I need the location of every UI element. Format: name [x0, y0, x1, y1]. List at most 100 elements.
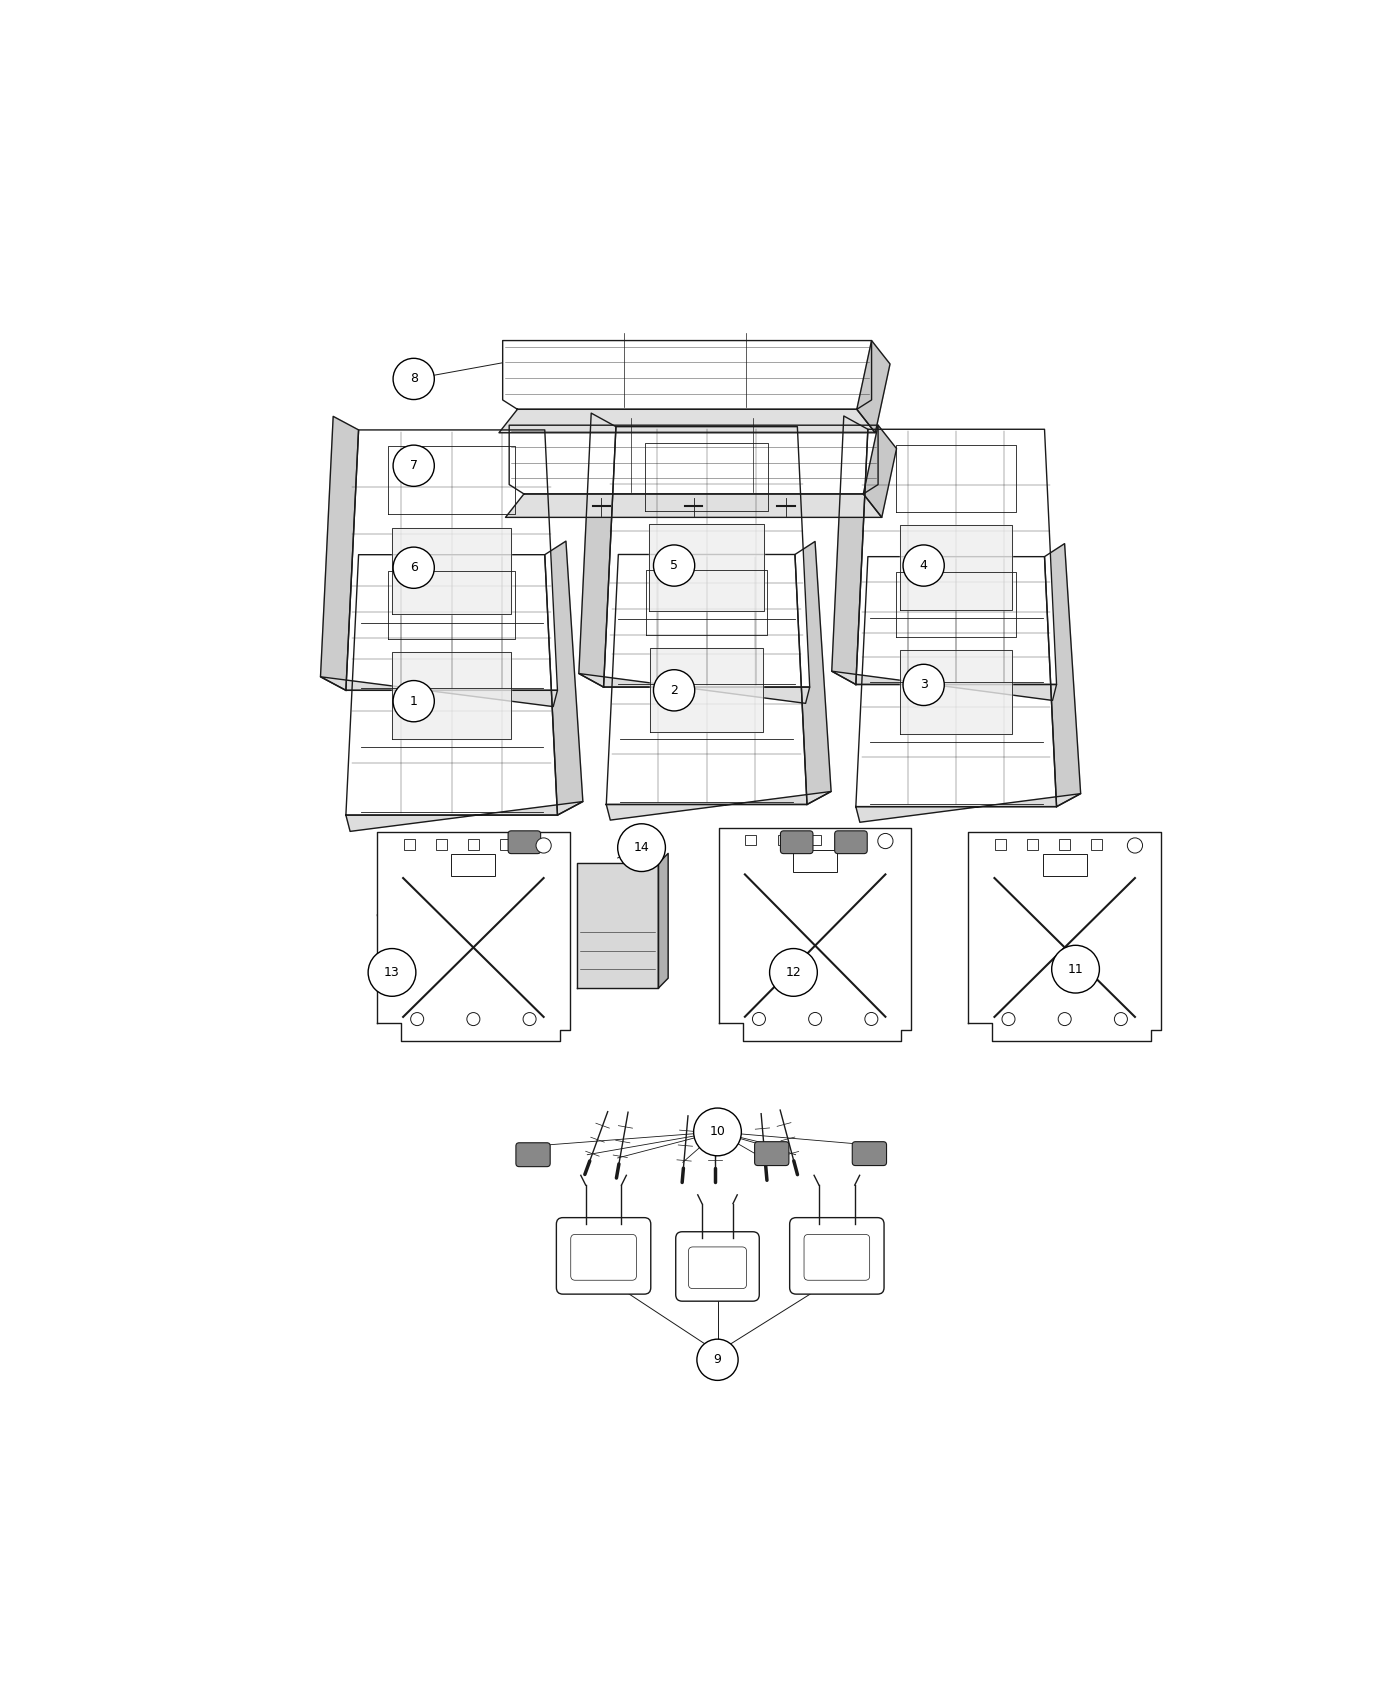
- Text: 12: 12: [785, 966, 801, 979]
- Circle shape: [752, 1013, 766, 1025]
- Circle shape: [654, 670, 694, 711]
- Circle shape: [1002, 1013, 1015, 1025]
- Circle shape: [1051, 945, 1099, 993]
- Bar: [841, 835, 853, 845]
- FancyBboxPatch shape: [790, 1217, 883, 1294]
- Bar: [995, 840, 1005, 850]
- Circle shape: [393, 547, 434, 588]
- FancyBboxPatch shape: [853, 1142, 886, 1166]
- FancyBboxPatch shape: [571, 1234, 637, 1280]
- Polygon shape: [392, 527, 511, 614]
- Text: 3: 3: [920, 678, 928, 692]
- Polygon shape: [392, 653, 511, 740]
- Text: 8: 8: [410, 372, 417, 386]
- Bar: [468, 840, 479, 850]
- Bar: [1092, 840, 1102, 850]
- Polygon shape: [832, 672, 1057, 700]
- Polygon shape: [1044, 544, 1081, 806]
- Polygon shape: [832, 416, 868, 685]
- Polygon shape: [603, 427, 809, 687]
- Bar: [809, 835, 820, 845]
- Polygon shape: [377, 833, 570, 1040]
- FancyBboxPatch shape: [834, 831, 867, 853]
- FancyBboxPatch shape: [780, 831, 813, 853]
- Text: 6: 6: [410, 561, 417, 575]
- Circle shape: [410, 1013, 424, 1025]
- Bar: [1060, 840, 1070, 850]
- Polygon shape: [346, 430, 557, 690]
- Text: 5: 5: [671, 559, 678, 571]
- FancyBboxPatch shape: [517, 1142, 550, 1166]
- FancyBboxPatch shape: [508, 831, 540, 853]
- Circle shape: [809, 1013, 822, 1025]
- Polygon shape: [855, 794, 1081, 823]
- Circle shape: [693, 1108, 742, 1156]
- Polygon shape: [857, 340, 890, 434]
- Circle shape: [368, 949, 416, 996]
- Polygon shape: [321, 677, 557, 707]
- Circle shape: [1058, 1013, 1071, 1025]
- Polygon shape: [503, 340, 872, 410]
- Bar: [1043, 853, 1086, 876]
- Polygon shape: [718, 828, 911, 1040]
- Polygon shape: [855, 556, 1057, 806]
- Text: 10: 10: [710, 1125, 725, 1139]
- Polygon shape: [346, 554, 557, 814]
- Circle shape: [524, 1013, 536, 1025]
- Bar: [500, 840, 511, 850]
- Bar: [1028, 840, 1037, 850]
- Polygon shape: [900, 651, 1012, 734]
- Circle shape: [393, 359, 434, 400]
- Polygon shape: [505, 495, 882, 517]
- FancyBboxPatch shape: [755, 1142, 788, 1166]
- Text: 14: 14: [634, 842, 650, 853]
- Bar: [745, 835, 756, 845]
- Circle shape: [865, 1013, 878, 1025]
- Polygon shape: [578, 673, 809, 704]
- Polygon shape: [855, 430, 1057, 685]
- Polygon shape: [606, 554, 806, 804]
- Polygon shape: [321, 416, 358, 690]
- Circle shape: [393, 445, 434, 486]
- Circle shape: [878, 833, 893, 848]
- FancyBboxPatch shape: [556, 1217, 651, 1294]
- Text: 4: 4: [920, 559, 928, 571]
- Polygon shape: [498, 410, 875, 434]
- Polygon shape: [658, 853, 668, 988]
- Polygon shape: [577, 864, 658, 988]
- Polygon shape: [510, 425, 878, 495]
- Polygon shape: [969, 833, 1161, 1040]
- Polygon shape: [650, 524, 764, 610]
- Bar: [403, 840, 414, 850]
- Circle shape: [903, 665, 944, 706]
- Polygon shape: [900, 525, 1012, 610]
- Circle shape: [1127, 838, 1142, 853]
- Polygon shape: [606, 792, 832, 819]
- Polygon shape: [795, 542, 832, 804]
- FancyBboxPatch shape: [804, 1234, 869, 1280]
- Circle shape: [536, 838, 552, 853]
- Circle shape: [1114, 1013, 1127, 1025]
- Polygon shape: [651, 648, 763, 731]
- Text: 2: 2: [671, 683, 678, 697]
- Polygon shape: [578, 413, 616, 687]
- Circle shape: [770, 949, 818, 996]
- Text: 13: 13: [384, 966, 400, 979]
- Text: 9: 9: [714, 1353, 721, 1367]
- Circle shape: [697, 1340, 738, 1380]
- Circle shape: [903, 546, 944, 586]
- Polygon shape: [346, 801, 582, 831]
- Bar: [792, 850, 837, 872]
- Text: 11: 11: [1068, 962, 1084, 976]
- Bar: [435, 840, 447, 850]
- Circle shape: [393, 680, 434, 722]
- Text: 7: 7: [410, 459, 417, 473]
- Polygon shape: [545, 541, 582, 814]
- Bar: [451, 853, 496, 876]
- Bar: [777, 835, 788, 845]
- Text: 1: 1: [410, 695, 417, 707]
- FancyBboxPatch shape: [676, 1232, 759, 1300]
- Polygon shape: [864, 425, 896, 517]
- Circle shape: [617, 824, 665, 872]
- Circle shape: [466, 1013, 480, 1025]
